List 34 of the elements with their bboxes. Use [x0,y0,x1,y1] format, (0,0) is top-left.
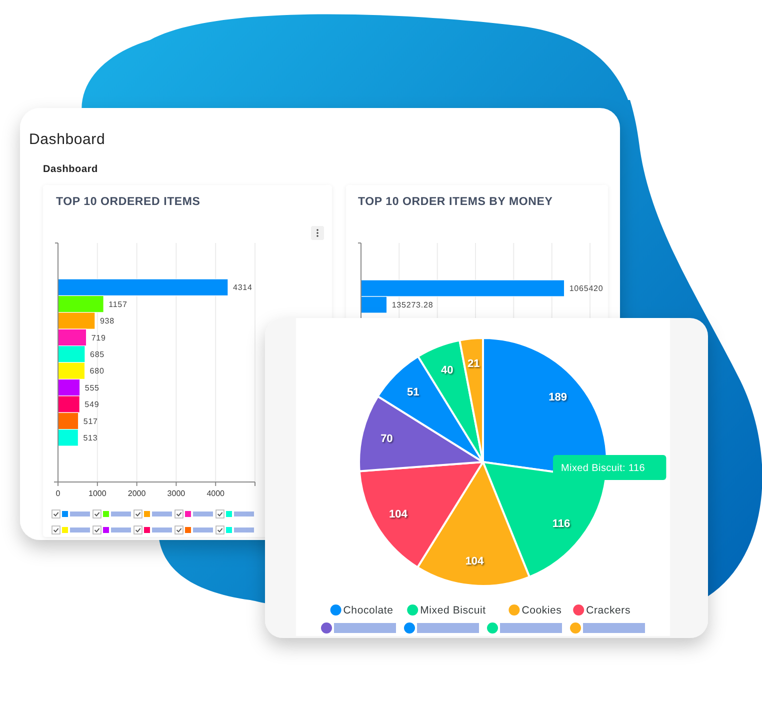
data-label: 135273.28 [392,300,434,310]
data-label: 104 [465,556,485,568]
text: Dashboard [29,131,106,148]
data-label: 719 [91,333,106,342]
data-label: 21 [467,358,480,370]
x-tick-label: 0 [56,489,61,498]
data-label: 680 [90,366,104,376]
data-label: 1157 [108,300,128,309]
chart-title: TOP 10 ORDER ITEMS BY MONEY [358,196,553,208]
data-label: 70 [380,433,393,446]
data-label: 189 [548,392,567,404]
data-label: 513 [83,433,98,442]
legend-label: Crackers [586,604,631,617]
data-label: 555 [84,383,100,392]
chart-title: TOP 10 ORDERED ITEMS [56,196,200,208]
legend-label: Cookies [522,604,562,617]
data-label: 116 [552,518,570,530]
x-tick-label: 1000 [88,489,107,498]
x-tick-label: 3000 [167,489,186,498]
data-label: 40 [440,364,454,376]
data-label: 1065420 [569,284,604,294]
x-tick-label: 2000 [128,489,146,498]
legend-label: Chocolate [343,604,394,617]
data-label: 4314 [232,283,253,292]
legend-label: Mixed Biscuit [420,604,486,617]
text: Dashboard [43,164,98,175]
x-tick-label: 4000 [206,489,226,498]
data-label: 685 [90,350,105,359]
data-label: 938 [100,316,115,326]
text: Mixed Biscuit: 116 [561,463,646,474]
data-label: 104 [388,508,408,520]
data-label: 51 [406,386,420,398]
data-label: 549 [84,400,100,410]
data-label: 517 [83,416,98,426]
